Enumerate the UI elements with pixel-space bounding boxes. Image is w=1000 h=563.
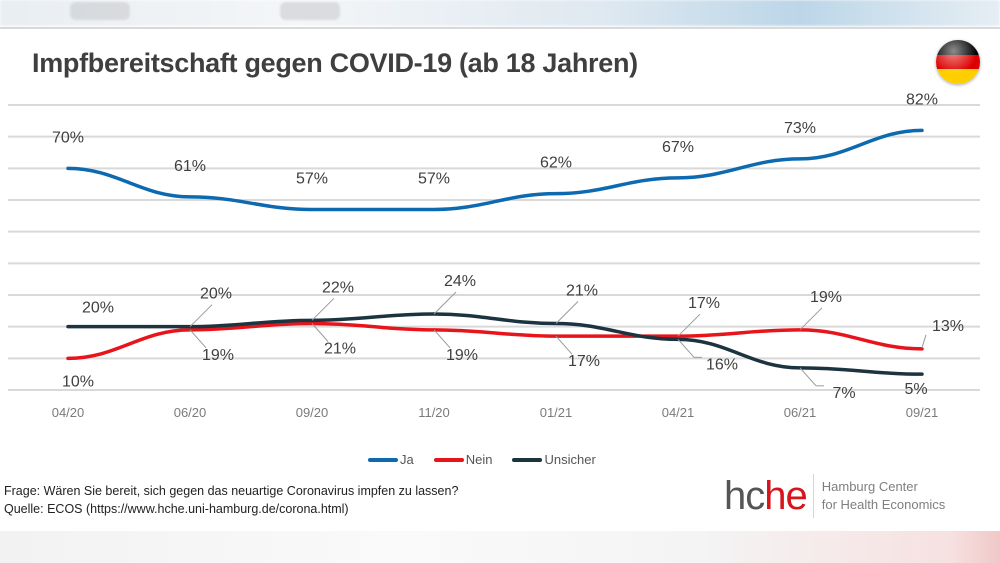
flag-gloss <box>936 40 980 84</box>
germany-flag-icon <box>936 40 980 84</box>
data-label-ja: 57% <box>418 171 450 188</box>
hche-logo: hche Hamburg Center for Health Economics <box>724 474 945 518</box>
data-label-unsicher: 21% <box>566 283 598 300</box>
legend-label-ja: Ja <box>400 452 414 467</box>
label-leader-lines <box>189 291 927 387</box>
data-label-unsicher: 24% <box>444 273 476 290</box>
data-label-unsicher: 20% <box>82 300 114 317</box>
data-label-unsicher: 16% <box>706 356 738 373</box>
x-tick-label: 04/20 <box>52 405 85 420</box>
data-label-nein: 17% <box>688 295 720 312</box>
leader-line <box>799 367 817 387</box>
data-label-ja: 73% <box>784 120 816 137</box>
gridlines <box>8 104 980 391</box>
logo-divider <box>812 474 814 518</box>
leader-line <box>555 335 573 355</box>
series-lines <box>66 128 924 376</box>
leader-line <box>921 334 927 348</box>
series-line-unsicher <box>66 312 924 376</box>
x-tick-label: 01/21 <box>540 405 573 420</box>
logo-line-2: for Health Economics <box>821 497 946 512</box>
footnote: Frage: Wären Sie bereit, sich gegen das … <box>4 482 458 518</box>
data-label-nein: 17% <box>568 353 600 370</box>
logo-mark-he: he <box>764 474 807 518</box>
data-label-nein: 10% <box>62 373 94 390</box>
blurred-element <box>70 2 130 20</box>
x-tick-label: 04/21 <box>662 405 695 420</box>
series-line-nein <box>66 321 924 361</box>
data-label-nein: 21% <box>324 341 356 358</box>
leader-line <box>311 297 335 321</box>
data-label-unsicher: 5% <box>904 381 927 398</box>
chart-title: Impfbereitschaft gegen COVID-19 (ab 18 J… <box>32 48 638 78</box>
data-label-unsicher: 20% <box>200 286 232 303</box>
data-label-nein: 19% <box>446 347 478 364</box>
leader-line <box>799 307 823 331</box>
legend-item-ja[interactable]: Ja <box>368 452 414 467</box>
x-tick-label: 11/20 <box>418 405 450 420</box>
x-tick-label: 06/20 <box>174 405 207 420</box>
leader-line <box>677 313 701 337</box>
logo-mark-hc: hc <box>724 474 765 518</box>
series-line-ja <box>66 128 924 212</box>
background-bottom-blur <box>0 531 1000 563</box>
leader-line <box>189 329 207 349</box>
leader-line <box>189 304 213 328</box>
leader-line <box>311 323 329 342</box>
x-tick-label: 09/21 <box>906 405 939 420</box>
legend: Ja Nein Unsicher <box>368 452 596 467</box>
legend-item-nein[interactable]: Nein <box>433 452 493 467</box>
data-label-nein: 13% <box>932 318 964 335</box>
data-label-ja: 62% <box>540 155 572 172</box>
legend-swatch-unsicher <box>512 457 543 462</box>
data-source: Quelle: ECOS (https://www.hche.uni-hambu… <box>4 502 349 516</box>
legend-swatch-nein <box>433 457 464 462</box>
data-labels: 70% 61% 57% 57% 62% 67% 73% 82% 20% 10% 20% 19% 22% 2… <box>52 91 964 402</box>
background-top-blur <box>0 0 1000 26</box>
data-label-ja: 67% <box>662 139 694 156</box>
logo-mark: hche <box>724 474 808 518</box>
data-label-nein: 19% <box>202 347 234 364</box>
data-label-unsicher: 22% <box>322 279 354 296</box>
data-label-ja: 70% <box>52 129 84 146</box>
x-tick-label: 09/20 <box>296 405 329 420</box>
logo-line-1: Hamburg Center <box>821 479 918 494</box>
chart-frame <box>0 27 1000 533</box>
legend-label-nein: Nein <box>465 452 493 467</box>
logo-text: Hamburg Center for Health Economics <box>822 478 946 514</box>
data-label-nein: 19% <box>810 289 842 306</box>
blurred-element <box>280 2 340 20</box>
legend-swatch-ja <box>368 457 398 462</box>
leader-line <box>433 291 457 315</box>
data-label-ja: 82% <box>906 91 938 108</box>
x-tick-label: 06/21 <box>784 405 817 420</box>
legend-label-unsicher: Unsicher <box>544 452 596 467</box>
data-label-unsicher: 7% <box>832 385 855 402</box>
data-label-ja: 61% <box>174 158 206 175</box>
survey-question: Frage: Wären Sie bereit, sich gegen das … <box>4 484 459 498</box>
leader-line <box>433 329 451 349</box>
data-label-ja: 57% <box>296 171 328 188</box>
leader-line <box>677 339 695 358</box>
x-axis-ticks: 04/20 06/20 09/20 11/20 01/21 04/21 06/21 09/21 <box>52 405 939 420</box>
legend-item-unsicher[interactable]: Unsicher <box>512 452 596 467</box>
leader-line <box>555 301 579 324</box>
